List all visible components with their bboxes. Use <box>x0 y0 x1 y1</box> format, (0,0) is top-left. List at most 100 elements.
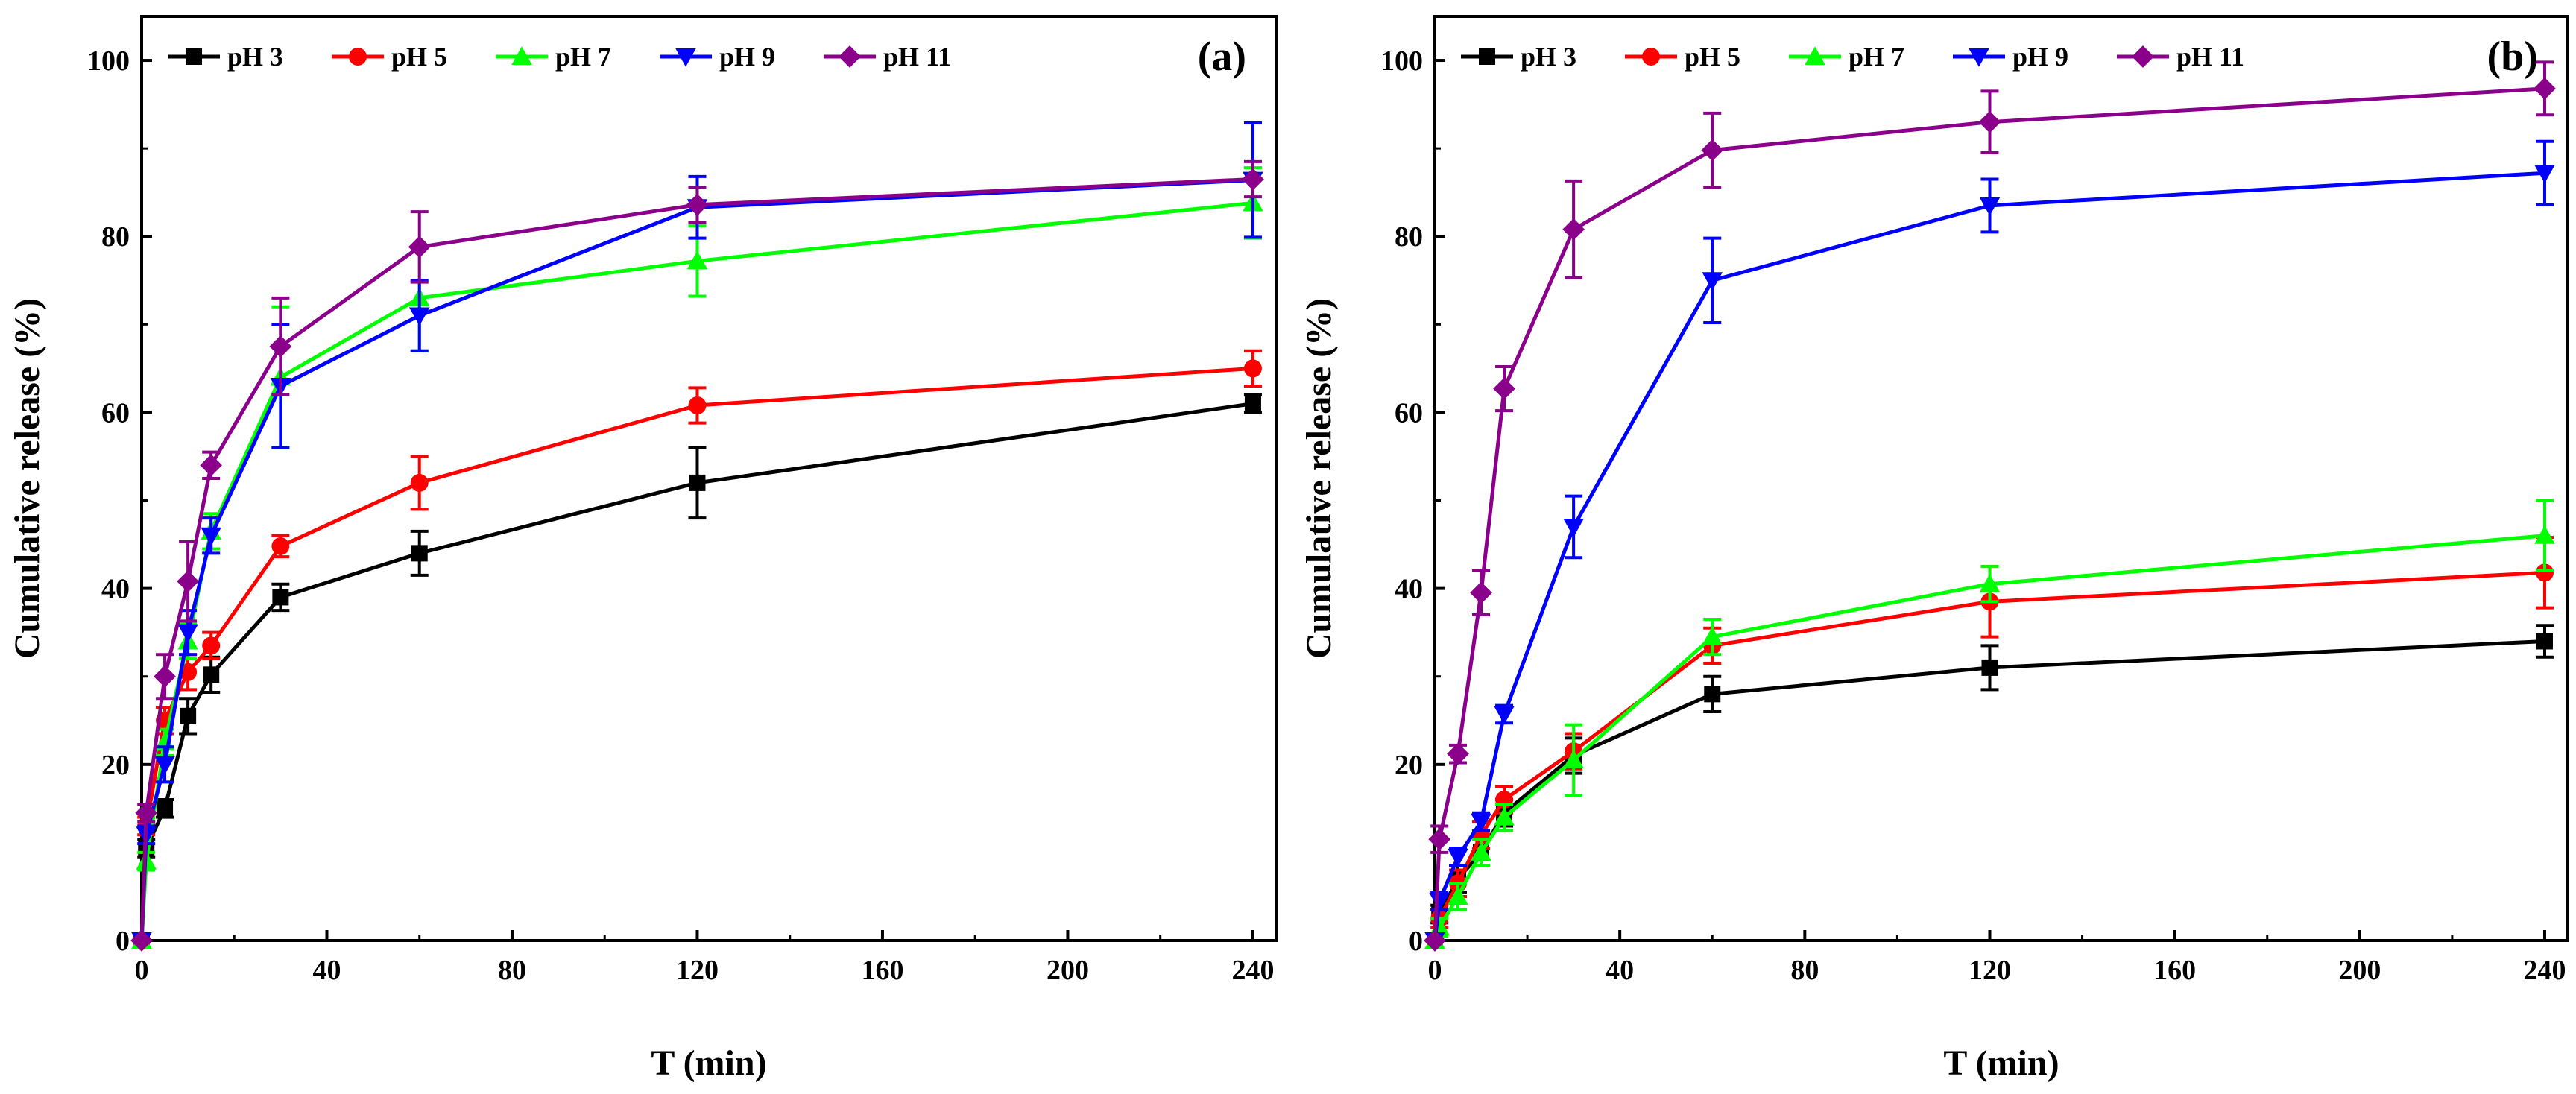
panel-label: (b) <box>2487 34 2538 80</box>
x-tick-label: 80 <box>498 955 526 986</box>
series-ph-9 <box>1424 139 2555 951</box>
data-point <box>2536 633 2553 650</box>
y-tick-label: 40 <box>101 574 130 605</box>
data-point <box>177 570 199 593</box>
data-point <box>1470 581 1492 604</box>
legend: pH 3 pH 5 pH 7 pH 9 pH 11 <box>1461 42 2244 72</box>
x-tick-label: 200 <box>1046 955 1089 986</box>
x-tick-label: 80 <box>1790 955 1819 986</box>
chart-panel-b: 0 40 80 120 160 200 240 0 20 40 60 80 100 T (min) Cumu… <box>1299 15 2569 1083</box>
series-ph-11 <box>1424 60 2556 952</box>
legend-marker <box>1969 48 1989 67</box>
y-tick-label: 80 <box>1395 221 1423 253</box>
data-point <box>1447 742 1469 765</box>
data-point <box>1563 518 1584 537</box>
legend-label: pH 5 <box>391 42 447 72</box>
data-point <box>2534 525 2555 544</box>
series-ph-7 <box>1424 499 2555 949</box>
legend-label: pH 9 <box>2012 42 2068 72</box>
y-tick-label: 20 <box>1395 750 1423 781</box>
data-point <box>203 666 220 683</box>
legend-label: pH 5 <box>1685 42 1740 72</box>
chart-panel-a: 0 40 80 120 160 200 240 0 20 40 60 80 100 T (min) Cumu… <box>7 15 1278 1083</box>
data-point <box>1244 395 1261 412</box>
legend-marker <box>1642 48 1660 66</box>
data-point <box>1448 886 1468 905</box>
y-tick-label: 0 <box>1409 926 1423 957</box>
series-ph-3 <box>133 393 1262 949</box>
data-point <box>2534 165 2555 183</box>
series-ph-7 <box>131 166 1263 949</box>
legend-marker <box>839 45 861 68</box>
legend-marker <box>1479 48 1495 65</box>
x-axis-title: T (min) <box>1943 1043 2059 1083</box>
legend-label: pH 7 <box>555 42 611 72</box>
data-point <box>1979 573 2001 592</box>
data-point <box>1562 218 1585 241</box>
panel-label: (a) <box>1198 34 1246 80</box>
data-point <box>1428 828 1451 851</box>
data-point <box>1243 359 1262 378</box>
y-tick-label: 100 <box>87 45 130 77</box>
data-point <box>1494 806 1515 826</box>
x-tick-label: 40 <box>312 955 341 986</box>
data-point <box>1702 272 1723 291</box>
data-point <box>408 307 430 326</box>
legend-marker <box>511 46 532 65</box>
series-ph-3 <box>1427 624 2554 949</box>
legend-marker <box>349 48 367 66</box>
x-tick-label: 0 <box>135 955 149 986</box>
legend-marker <box>675 48 696 67</box>
y-tick-label: 60 <box>1395 397 1423 429</box>
legend-label: pH 3 <box>227 42 283 72</box>
data-point <box>1429 892 1450 911</box>
legend-label: pH 9 <box>719 42 775 72</box>
data-point <box>686 250 708 270</box>
x-tick-label: 120 <box>676 955 719 986</box>
data-point <box>1493 377 1515 400</box>
data-point <box>269 335 292 358</box>
data-point <box>271 537 290 555</box>
data-point <box>1702 626 1723 645</box>
series-line <box>139 200 1254 941</box>
legend-marker <box>186 48 202 65</box>
data-point <box>688 396 707 414</box>
data-point <box>200 454 223 477</box>
data-point <box>201 527 221 546</box>
x-tick-label: 40 <box>1606 955 1634 986</box>
data-point <box>1563 750 1584 768</box>
data-point <box>410 473 429 492</box>
data-point <box>202 636 221 655</box>
y-tick-label: 60 <box>101 397 130 429</box>
y-tick-label: 80 <box>101 221 130 253</box>
x-tick-label: 240 <box>2523 955 2566 986</box>
series-ph-11 <box>130 159 1264 952</box>
data-point <box>130 929 153 952</box>
legend-marker <box>2132 45 2154 68</box>
legend: pH 3 pH 5 pH 7 pH 9 pH 11 <box>168 42 951 72</box>
data-point <box>686 193 709 216</box>
data-point <box>1978 110 2001 133</box>
x-tick-label: 0 <box>1428 955 1442 986</box>
data-point <box>408 235 431 259</box>
y-tick-label: 100 <box>1380 45 1423 77</box>
legend-label: pH 3 <box>1521 42 1576 72</box>
series-line <box>1433 171 2545 941</box>
data-point <box>1471 842 1491 861</box>
data-point <box>157 800 174 817</box>
legend-label: pH 7 <box>1849 42 1904 72</box>
y-tick-label: 0 <box>116 926 130 957</box>
data-point <box>154 756 175 775</box>
plot-frame <box>140 15 1278 942</box>
data-point <box>1701 139 1724 162</box>
data-point <box>180 707 197 724</box>
legend-label: pH 11 <box>883 42 951 72</box>
data-point <box>1424 929 1446 952</box>
data-point <box>1704 686 1721 703</box>
y-tick-label: 20 <box>101 750 130 781</box>
x-tick-label: 120 <box>1969 955 2011 986</box>
x-tick-label: 240 <box>1231 955 1274 986</box>
data-point <box>1494 706 1515 725</box>
data-point <box>1471 813 1491 832</box>
